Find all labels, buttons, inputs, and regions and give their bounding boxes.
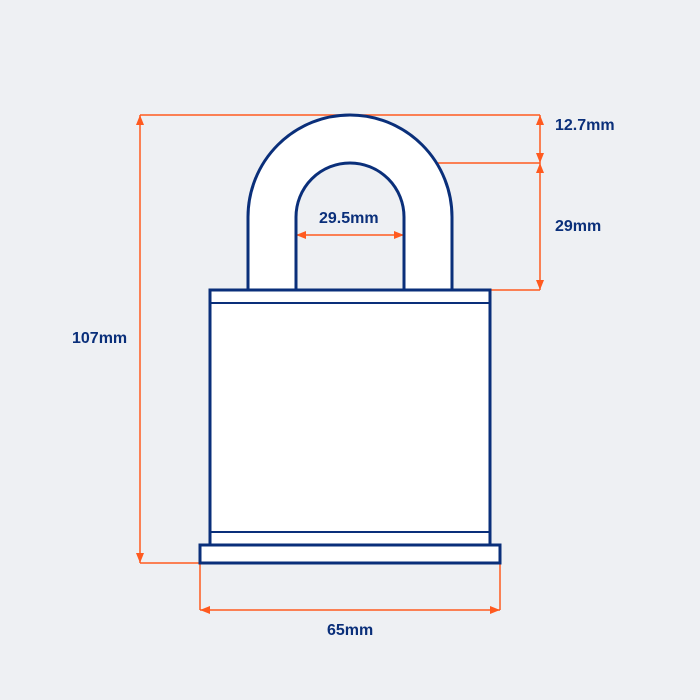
padlock-dimension-diagram: 107mm 65mm 29.5mm 12.7mm 29mm [0,0,700,700]
dim-width-label: 65mm [327,622,373,640]
dim-thickness-label: 12.7mm [555,117,615,135]
diagram-svg [0,0,700,700]
dim-height-label: 107mm [72,330,127,348]
dim-inner-width-label: 29.5mm [319,210,379,228]
dim-clearance-label: 29mm [555,218,601,236]
